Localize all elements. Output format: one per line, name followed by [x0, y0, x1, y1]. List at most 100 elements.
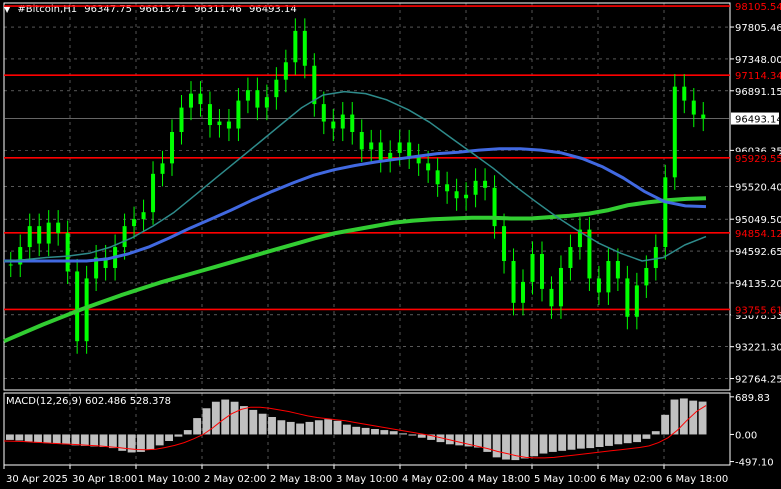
level-label: 94854.12 [735, 229, 781, 240]
macd-bar [324, 419, 333, 435]
macd-bar [623, 434, 632, 444]
candle-body [445, 184, 450, 192]
macd-bar [296, 423, 305, 435]
x-tick-label: 3 May 10:00 [336, 474, 398, 485]
macd-bar [474, 434, 482, 448]
candle-body [141, 212, 146, 220]
level-label: 98105.54 [735, 2, 781, 13]
macd-bar [286, 421, 295, 435]
candle-body [388, 152, 393, 160]
macd-bar [62, 434, 71, 445]
macd-bar [698, 401, 707, 435]
macd-bar [567, 434, 576, 450]
x-tick-label: 2 May 02:00 [204, 474, 266, 485]
candle-body [207, 104, 212, 126]
x-tick-label: 2 May 18:00 [270, 474, 332, 485]
level-label-bg [731, 151, 779, 164]
moving-average-2 [4, 147, 707, 263]
y-tick-label: 94592.65 [735, 247, 781, 258]
moving-average-1 [3, 196, 707, 344]
macd-bar [230, 401, 239, 435]
candle-body [122, 226, 127, 248]
macd-bar [146, 434, 155, 450]
macd-bar [6, 434, 14, 440]
candle-body [521, 281, 526, 303]
macd-bar [71, 434, 80, 446]
current-price-label: 96493.14 [735, 115, 781, 126]
macd-bar [24, 434, 33, 442]
y-tick-label: 93678.35 [735, 311, 781, 322]
macd-header: MACD(12,26,9) 602.486 528.378 [6, 396, 171, 407]
candle-body [701, 114, 706, 119]
candle-body [8, 264, 13, 266]
level-label: 97114.34 [735, 71, 781, 82]
macd-bar [240, 406, 248, 435]
macd-bar [155, 434, 164, 446]
candle-body [283, 62, 288, 80]
macd-bar [389, 431, 398, 435]
macd-y-tick-label: 689.83 [735, 393, 770, 404]
x-tick-label: 30 Apr 2025 [6, 474, 68, 485]
candle-body [94, 257, 99, 279]
candle-body [426, 163, 431, 171]
macd-bar [352, 426, 361, 435]
candle-body [492, 187, 497, 227]
x-tick-label: 6 May 18:00 [666, 474, 728, 485]
y-tick-label: 97348.00 [735, 55, 781, 66]
candle-body [511, 261, 516, 303]
macd-bar [118, 434, 127, 451]
macd-y-tick-label: 0.00 [735, 430, 757, 441]
candle-body [416, 156, 421, 164]
macd-bar [193, 418, 202, 435]
macd-bar [137, 434, 145, 452]
candle-body [340, 114, 345, 129]
candle-body [663, 177, 668, 248]
x-tick-label: 5 May 10:00 [534, 474, 596, 485]
candle-body [473, 180, 478, 195]
candle-body [264, 97, 269, 108]
y-tick-label: 96891.15 [735, 87, 781, 98]
signal-value: 528.378 [129, 396, 172, 407]
candle-body [502, 226, 507, 261]
macd-panel-frame [3, 392, 731, 466]
candle-body [407, 142, 412, 157]
macd-bar [502, 434, 510, 460]
macd-bar [633, 434, 641, 443]
macd-bar [305, 421, 314, 435]
level-label: 93755.61 [735, 305, 781, 316]
macd-bar [511, 434, 520, 461]
macd-bar [548, 434, 557, 452]
current-price-bg [731, 112, 779, 125]
macd-bar [202, 408, 211, 435]
candle-body [577, 229, 582, 248]
candle-body [369, 142, 374, 150]
candle-body [274, 79, 279, 98]
macd-bar [277, 420, 286, 435]
macd-bar [539, 434, 548, 454]
macd-bar [361, 427, 370, 435]
macd-bar [183, 430, 192, 435]
candle-body [549, 288, 554, 307]
dropdown-arrow-icon[interactable]: ▼ [4, 5, 11, 14]
macd-bar [43, 434, 52, 444]
x-tick-label: 6 May 02:00 [600, 474, 662, 485]
macd-bar [314, 420, 323, 435]
candle-body [56, 222, 61, 234]
close-value: 96493.14 [248, 4, 297, 15]
macd-bar [380, 430, 389, 435]
candle-body [245, 90, 250, 101]
candle-body [132, 219, 137, 227]
candle-body [672, 86, 677, 178]
macd-bar [670, 399, 679, 435]
candle-body [18, 247, 23, 265]
y-tick-label: 97805.46 [735, 23, 781, 34]
candle-body [151, 173, 156, 213]
macd-bar [530, 434, 539, 457]
main-panel-frame [3, 2, 731, 391]
macd-bar [371, 429, 379, 435]
candle-body [644, 267, 649, 286]
macd-bar [108, 434, 117, 449]
macd-bar [99, 434, 108, 447]
macd-bar [417, 434, 426, 438]
